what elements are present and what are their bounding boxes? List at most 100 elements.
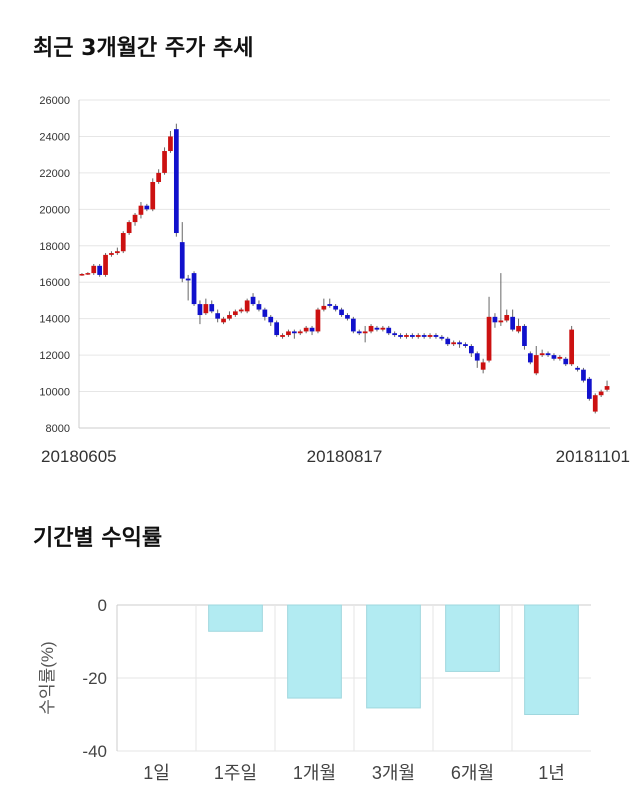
returns-title: 기간별 수익률 [33,526,163,551]
y-tick-label: 10000 [39,387,70,399]
candle-body [598,391,604,396]
return-bar [287,604,342,699]
candle-body [421,335,427,337]
candle-body [79,274,85,276]
candle-body [256,304,262,310]
candle-body [321,305,327,310]
candle-body [498,320,504,323]
return-bar [445,604,500,672]
x-tick-label: 3개월 [372,763,415,783]
candle-body [356,331,362,334]
y-axis-label: 수익률(%) [38,641,57,714]
y-tick-label: -20 [82,669,107,688]
return-bar [524,604,579,715]
candle-body [144,205,150,210]
candle-body [474,353,480,361]
candle-body [551,355,557,359]
candle-body [268,316,274,323]
candle-body [315,309,321,332]
return-bar [366,604,421,709]
x-tick-label: 1개월 [293,763,336,783]
candle-body [586,378,592,399]
y-tick-label: 20000 [39,204,70,216]
candle-body [539,353,545,356]
candle-body [262,309,268,317]
candle-body [250,296,256,305]
candle-body [297,331,303,334]
x-tick-label: 1주일 [214,763,257,783]
candle-body [109,253,114,255]
candle-body [445,338,451,345]
candle-body [238,309,244,312]
candle-body [173,129,179,234]
candle-body [457,342,462,345]
y-tick-label: 18000 [39,241,70,253]
y-tick-label: 24000 [39,131,70,143]
candle-body [522,325,527,346]
x-tick-label: 1일 [143,763,170,783]
candle-body [374,327,380,330]
y-tick-label: 0 [98,596,107,615]
candle-body [197,304,203,316]
price-trend-title: 최근 3개월간 주가 추세 [33,36,254,61]
candle-body [350,318,356,332]
candle-body [132,214,138,223]
x-tick-label: 1년 [538,763,565,783]
y-tick-label: -40 [82,742,107,761]
candle-body [215,313,221,319]
y-tick-label: 12000 [39,350,70,362]
candle-body [179,242,185,279]
y-tick-label: 16000 [39,277,70,289]
candle-body [85,273,91,275]
candle-body [575,367,580,370]
candle-body [557,356,563,359]
candle-body [103,254,108,275]
candle-body [203,304,209,314]
candle-body [244,300,250,312]
candle-body [114,251,120,254]
x-tick-label: 6개월 [451,763,494,783]
candle-body [345,315,350,319]
candle-body [516,325,521,332]
candle-body [545,353,551,356]
candle-body [492,316,498,323]
candle-body [392,333,398,336]
y-tick-label: 26000 [39,95,70,107]
candle-body [592,395,598,412]
candle-body [486,316,492,361]
candle-body [368,325,374,332]
candle-body [504,315,510,321]
candle-body [185,278,191,281]
candle-body [480,362,486,370]
candle-body [91,265,97,274]
candle-body [286,331,291,336]
candle-body [604,386,610,390]
candle-body [221,318,226,323]
candle-body [510,316,516,330]
candle-body [303,327,309,332]
candle-body [362,331,368,334]
candle-body [280,335,285,337]
candle-body [563,358,569,365]
candle-body [327,304,333,306]
candle-body [126,222,132,234]
candle-body [433,335,439,337]
y-tick-label: 14000 [39,314,70,326]
candle-body [427,335,433,337]
candle-body [581,369,586,381]
candle-body [120,233,126,252]
y-tick-label: 8000 [46,423,70,435]
return-bar [208,604,263,632]
candle-body [527,353,533,363]
x-tick-label: 20180605 [41,447,117,465]
candle-body [150,182,156,210]
candle-body [232,311,238,316]
candle-body [404,335,409,337]
candle-body [439,336,445,339]
candle-body [409,335,415,337]
candle-body [209,304,215,312]
candle-body [156,172,162,182]
candle-body [386,327,392,334]
candle-body [274,322,280,336]
candle-body [463,344,468,346]
